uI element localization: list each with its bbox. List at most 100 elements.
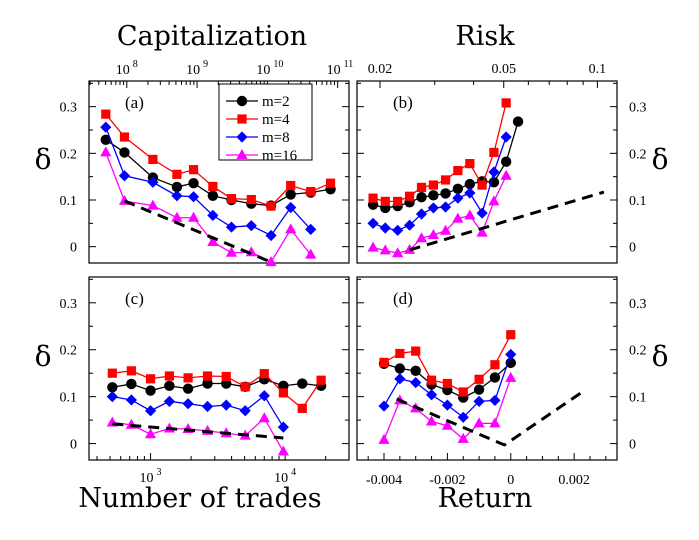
data-point-m=4 — [297, 403, 307, 413]
data-point-m=4 — [442, 378, 452, 389]
data-point-m=16 — [207, 236, 219, 246]
legend-label: m=16 — [262, 148, 298, 164]
data-point-m=16 — [147, 199, 159, 210]
legend-marker-m=16 — [236, 149, 248, 159]
data-point-m=4 — [411, 346, 421, 356]
panel-b: 0 0.1 0.2 0.3 0.02 0.05 0.1 (b) — [356, 62, 647, 264]
data-point-m=8 — [277, 421, 289, 433]
y-tick-label: 0 — [629, 241, 636, 256]
y-tick-label: 0 — [70, 241, 77, 256]
data-point-m=4 — [490, 360, 500, 370]
data-point-m=8 — [239, 405, 251, 417]
y-tick-label: 0.3 — [60, 297, 78, 312]
data-point-m=16 — [277, 445, 289, 456]
data-point-m=16 — [100, 146, 112, 157]
data-point-m=16 — [187, 211, 200, 222]
data-point-m=4 — [489, 147, 499, 157]
top-x-tick-label: 10 — [116, 63, 130, 78]
top-x-tick-label: 0.02 — [368, 62, 393, 77]
data-point-m=8 — [305, 223, 317, 235]
data-point-m=8 — [488, 166, 500, 178]
data-point-m=16 — [144, 428, 157, 439]
data-point-m=2 — [285, 189, 296, 200]
data-point-m=16 — [464, 209, 476, 220]
data-point-m=16 — [439, 224, 452, 235]
top-x-tick-label: 0.05 — [491, 62, 516, 77]
y-tick-label: 0.2 — [60, 344, 78, 359]
panel-d-frame — [356, 276, 618, 461]
data-point-m=2 — [464, 178, 476, 190]
top-x-tick-exponent: 9 — [203, 59, 208, 70]
legend-label: m=2 — [262, 94, 290, 110]
data-point-m=4 — [107, 368, 117, 378]
data-point-m=2 — [410, 365, 421, 377]
panel-b-frame — [356, 80, 618, 264]
data-point-m=8 — [403, 219, 416, 231]
panel-b-label: (b) — [393, 93, 413, 112]
top-x-tick-label: 10 — [327, 63, 341, 78]
data-point-m=4 — [148, 154, 158, 164]
fit-line-a — [123, 199, 272, 264]
x-tick-label: 10 — [274, 471, 288, 486]
data-point-m=16 — [457, 432, 469, 443]
x-tick-exponent: 3 — [157, 467, 162, 478]
data-point-m=2 — [297, 378, 308, 389]
data-point-m=8 — [439, 201, 452, 213]
data-point-m=8 — [505, 348, 517, 361]
data-point-m=16 — [500, 169, 512, 180]
risk-title: Risk — [455, 21, 515, 52]
data-point-m=4 — [126, 366, 136, 376]
data-point-m=8 — [410, 376, 422, 389]
data-point-m=4 — [202, 371, 213, 381]
data-point-m=4 — [474, 374, 484, 384]
data-point-m=4 — [428, 180, 438, 190]
data-point-m=2 — [489, 372, 501, 383]
data-point-m=8 — [225, 221, 238, 233]
data-point-m=16 — [425, 415, 438, 426]
y-tick-label: 0.1 — [629, 391, 647, 406]
data-point-m=2 — [202, 378, 213, 389]
data-point-m=8 — [106, 391, 118, 403]
data-point-m=8 — [464, 187, 476, 199]
return-label: Return — [438, 483, 533, 514]
y-tick-label: 0 — [629, 438, 636, 453]
data-point-m=16 — [285, 223, 297, 234]
x-tick-label: 0.002 — [558, 473, 590, 488]
y-tick-label: 0.2 — [629, 147, 647, 162]
data-point-m=2 — [100, 134, 111, 145]
data-point-m=4 — [316, 375, 326, 385]
fit-line-b — [409, 190, 605, 252]
data-point-m=8 — [187, 191, 200, 203]
top-x-tick-label: 10 — [256, 63, 270, 78]
data-point-m=2 — [500, 156, 512, 167]
data-point-m=16 — [171, 211, 183, 222]
data-point-m=16 — [488, 195, 500, 206]
data-point-m=8 — [147, 176, 159, 188]
x-tick-label: 0 — [507, 473, 514, 488]
data-point-m=16 — [378, 433, 390, 444]
data-point-m=16 — [392, 247, 404, 258]
data-point-m=8 — [171, 190, 183, 202]
y-axis-label-top-right: δ — [652, 143, 669, 176]
data-point-m=2 — [416, 192, 427, 203]
data-point-m=4 — [404, 191, 415, 201]
data-point-m=8 — [118, 170, 131, 182]
data-point-m=8 — [441, 399, 453, 411]
panel-a-frame — [88, 80, 350, 264]
data-point-m=2 — [473, 384, 485, 395]
data-point-m=4 — [259, 369, 269, 379]
data-point-m=4 — [164, 371, 174, 381]
data-point-m=4 — [306, 187, 316, 197]
data-point-m=4 — [286, 180, 296, 191]
data-point-m=8 — [163, 395, 175, 407]
y-axis-label-bottom-right: δ — [652, 340, 669, 373]
data-point-m=2 — [440, 188, 451, 199]
data-point-m=2 — [452, 183, 464, 194]
data-point-m=8 — [220, 399, 232, 411]
data-point-m=4 — [395, 348, 405, 359]
series-line-m=16 — [112, 417, 284, 452]
legend-label: m=4 — [262, 112, 290, 128]
top-x-tick-label: 0.1 — [589, 62, 607, 77]
data-point-m=16 — [379, 244, 391, 255]
